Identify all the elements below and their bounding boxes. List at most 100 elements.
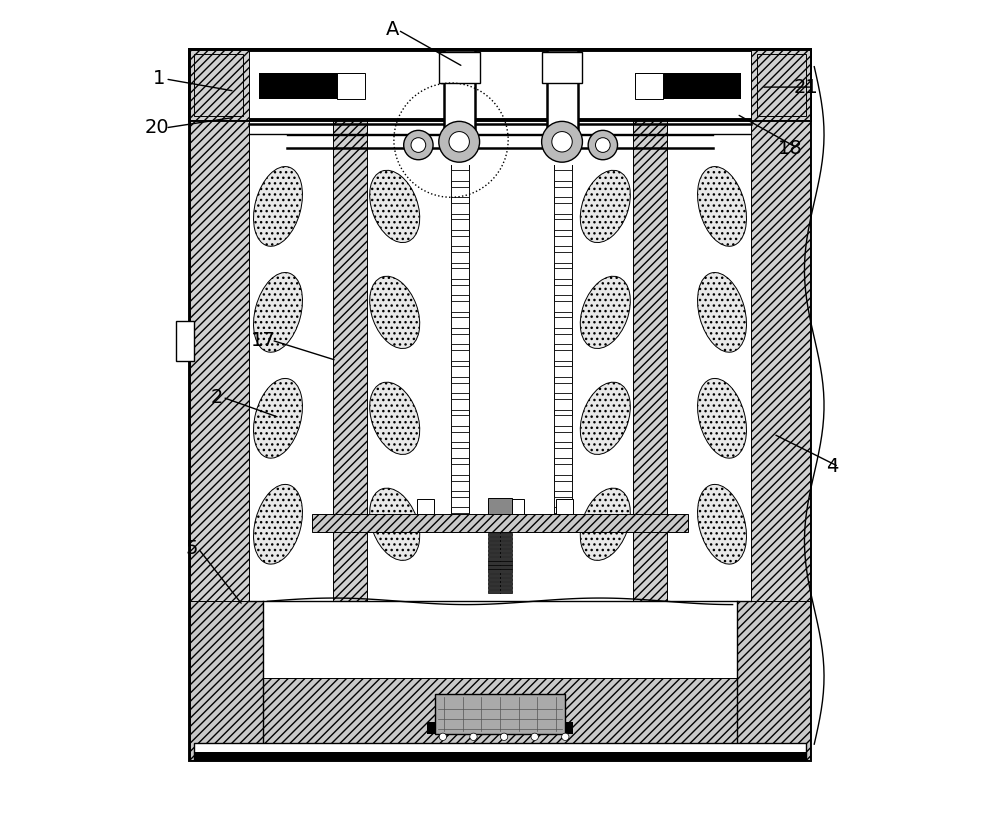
Bar xyxy=(265,603,735,676)
Circle shape xyxy=(595,138,610,152)
Bar xyxy=(190,50,249,120)
Ellipse shape xyxy=(698,273,746,352)
Bar xyxy=(554,514,572,524)
Bar xyxy=(194,743,806,761)
Text: 4: 4 xyxy=(826,457,839,476)
Bar xyxy=(263,601,737,677)
Circle shape xyxy=(439,121,480,162)
Circle shape xyxy=(439,733,447,740)
Bar xyxy=(451,415,469,426)
Text: 17: 17 xyxy=(251,331,276,350)
Circle shape xyxy=(531,733,538,740)
Bar xyxy=(444,50,475,130)
Bar xyxy=(451,317,469,328)
Bar xyxy=(554,448,572,459)
Bar xyxy=(194,53,243,116)
Bar xyxy=(451,514,469,524)
Text: 18: 18 xyxy=(778,138,802,158)
Bar xyxy=(312,514,688,532)
Circle shape xyxy=(562,733,569,740)
Bar xyxy=(488,586,512,589)
Bar xyxy=(451,399,469,410)
Text: 5: 5 xyxy=(186,539,198,558)
Ellipse shape xyxy=(698,166,746,247)
Ellipse shape xyxy=(254,378,302,458)
Bar xyxy=(488,553,512,556)
Bar xyxy=(451,366,469,377)
Bar xyxy=(554,350,572,360)
Bar xyxy=(554,219,572,230)
Ellipse shape xyxy=(370,276,420,349)
Bar xyxy=(488,536,512,540)
Ellipse shape xyxy=(580,488,630,560)
Bar xyxy=(451,333,469,344)
Ellipse shape xyxy=(254,273,302,352)
Circle shape xyxy=(542,121,582,162)
Bar xyxy=(554,170,572,181)
Bar xyxy=(451,464,469,475)
Bar xyxy=(488,573,512,577)
Bar xyxy=(554,285,572,295)
Bar xyxy=(488,557,512,560)
Circle shape xyxy=(411,138,426,152)
Ellipse shape xyxy=(254,484,302,564)
Bar xyxy=(190,50,810,120)
Bar xyxy=(190,677,810,761)
Ellipse shape xyxy=(370,382,420,455)
Bar xyxy=(554,399,572,410)
Bar xyxy=(451,269,469,279)
Bar xyxy=(488,577,512,581)
Bar xyxy=(542,52,582,83)
Bar xyxy=(508,500,524,514)
Circle shape xyxy=(449,132,469,152)
Ellipse shape xyxy=(698,484,746,564)
Bar xyxy=(427,722,573,735)
Bar xyxy=(757,53,806,116)
Bar xyxy=(751,50,810,601)
Circle shape xyxy=(500,733,508,740)
Bar xyxy=(488,545,512,548)
Bar xyxy=(554,236,572,247)
Bar xyxy=(451,301,469,311)
Ellipse shape xyxy=(254,166,302,247)
Bar xyxy=(488,549,512,552)
Bar xyxy=(554,187,572,197)
Bar xyxy=(554,333,572,344)
Bar xyxy=(190,50,810,761)
Text: 1: 1 xyxy=(153,70,165,88)
Bar xyxy=(554,203,572,214)
Bar xyxy=(554,317,572,328)
Bar xyxy=(176,321,194,360)
Bar xyxy=(488,498,512,514)
Bar xyxy=(451,170,469,181)
Bar xyxy=(554,301,572,311)
Text: A: A xyxy=(386,20,399,39)
Bar xyxy=(633,120,667,601)
Bar xyxy=(556,500,573,514)
Bar xyxy=(488,541,512,544)
Bar xyxy=(451,481,469,491)
Bar xyxy=(451,252,469,263)
Circle shape xyxy=(552,132,572,152)
Bar xyxy=(488,569,512,572)
Bar xyxy=(488,565,512,568)
Ellipse shape xyxy=(580,382,630,455)
Bar xyxy=(451,432,469,442)
Bar xyxy=(417,500,434,514)
Bar xyxy=(190,601,263,761)
Bar xyxy=(451,187,469,197)
Bar xyxy=(190,50,249,601)
Bar xyxy=(554,382,572,393)
Bar xyxy=(451,236,469,247)
Bar xyxy=(451,285,469,295)
Bar xyxy=(259,73,365,99)
Bar xyxy=(488,532,512,536)
Text: 20: 20 xyxy=(145,119,170,138)
Bar xyxy=(554,464,572,475)
Bar xyxy=(451,448,469,459)
Text: 21: 21 xyxy=(794,78,819,97)
Bar xyxy=(488,590,512,593)
Circle shape xyxy=(470,733,477,740)
Bar xyxy=(737,601,810,761)
Bar xyxy=(451,219,469,230)
